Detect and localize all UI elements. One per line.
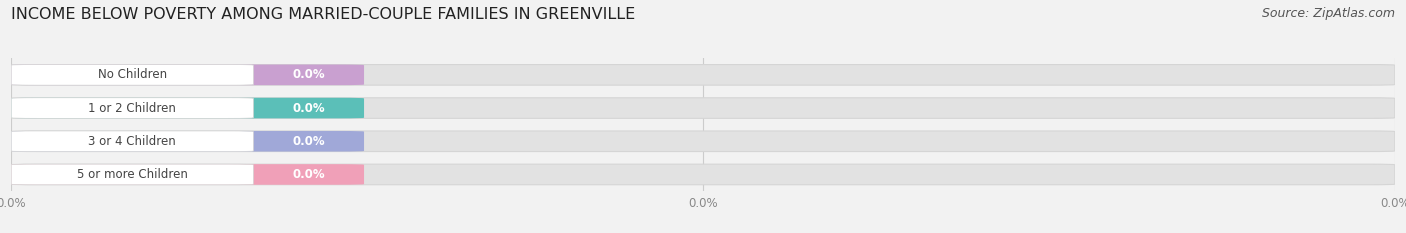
Text: 0.0%: 0.0%: [292, 168, 325, 181]
FancyBboxPatch shape: [11, 98, 364, 118]
FancyBboxPatch shape: [11, 65, 1395, 85]
FancyBboxPatch shape: [11, 98, 1395, 118]
FancyBboxPatch shape: [11, 131, 1395, 151]
FancyBboxPatch shape: [11, 164, 1395, 185]
FancyBboxPatch shape: [11, 131, 364, 151]
Text: 0.0%: 0.0%: [292, 68, 325, 81]
Text: 1 or 2 Children: 1 or 2 Children: [89, 102, 176, 115]
Text: No Children: No Children: [98, 68, 167, 81]
FancyBboxPatch shape: [11, 65, 253, 85]
FancyBboxPatch shape: [11, 65, 364, 85]
FancyBboxPatch shape: [11, 164, 253, 185]
Text: Source: ZipAtlas.com: Source: ZipAtlas.com: [1261, 7, 1395, 20]
Text: 0.0%: 0.0%: [292, 135, 325, 148]
Text: 0.0%: 0.0%: [292, 102, 325, 115]
FancyBboxPatch shape: [11, 98, 253, 118]
FancyBboxPatch shape: [11, 164, 364, 185]
Text: 5 or more Children: 5 or more Children: [77, 168, 188, 181]
FancyBboxPatch shape: [11, 131, 253, 151]
Text: INCOME BELOW POVERTY AMONG MARRIED-COUPLE FAMILIES IN GREENVILLE: INCOME BELOW POVERTY AMONG MARRIED-COUPL…: [11, 7, 636, 22]
Text: 3 or 4 Children: 3 or 4 Children: [89, 135, 176, 148]
